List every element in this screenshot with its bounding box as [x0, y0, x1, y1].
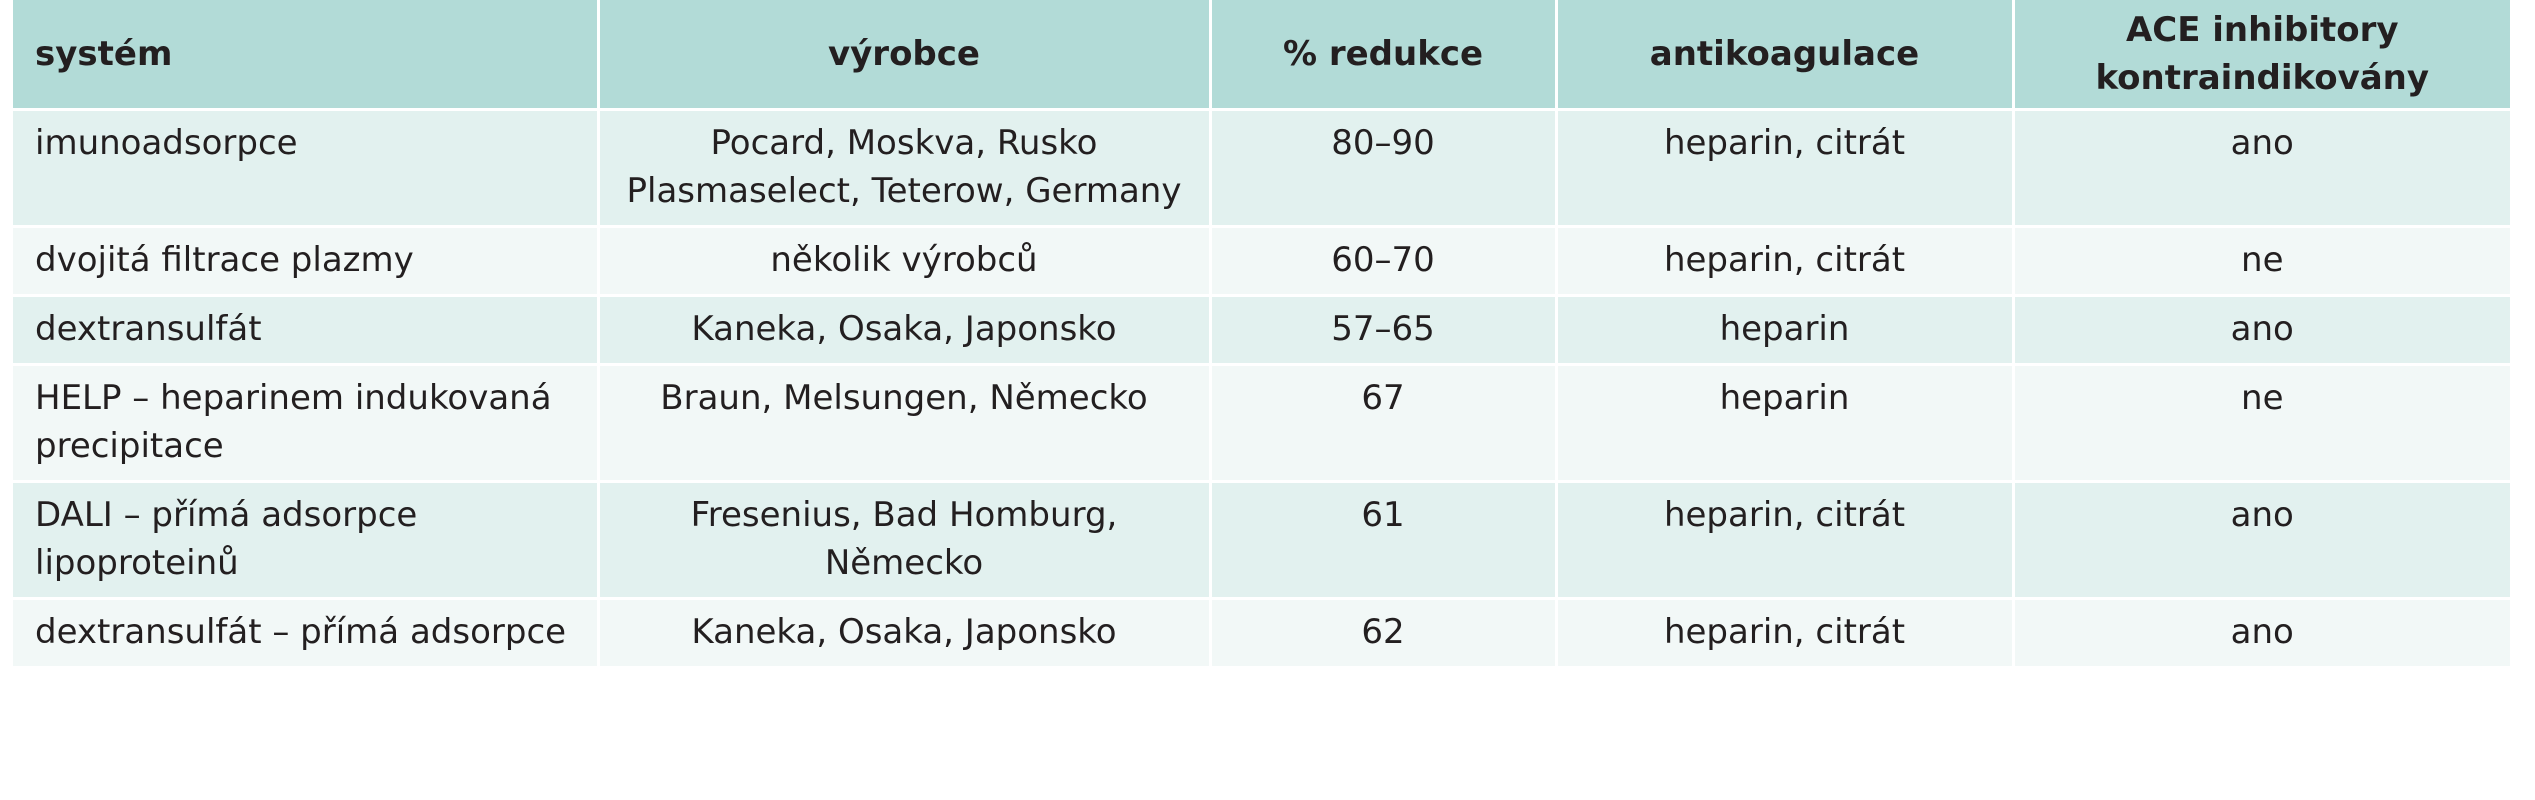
- table-cell: několik výrobců: [598, 226, 1212, 297]
- cell-text: dextransulfát – přímá adsorpce: [35, 612, 567, 652]
- cell-text: heparin, citrát: [1663, 495, 1906, 535]
- table-cell: dextransulfát – přímá adsorpce: [13, 598, 600, 669]
- cell-text: heparin, citrát: [1663, 612, 1906, 652]
- table-header: systém výrobce% redukce antikoagulace ACE i…: [13, 0, 2510, 111]
- table-cell: ano: [2013, 481, 2510, 600]
- table-cell: heparin, citrát: [1556, 226, 2015, 297]
- cell-text: HELP – heparinem indukovaná precipitace: [35, 378, 552, 466]
- cell-text: heparin: [1719, 378, 1850, 418]
- cell-text: několik výrobců: [770, 240, 1038, 280]
- table-row: dvojitá filtrace plazmy několik výrobců 60…: [13, 226, 2510, 297]
- column-header: antikoagulace: [1556, 0, 2015, 111]
- column-header: systém: [13, 0, 600, 111]
- table-cell: dextransulfát: [13, 295, 600, 366]
- table-cell: imunoadsorpce: [13, 109, 600, 228]
- cell-text: 67: [1361, 378, 1405, 418]
- cell-text: Kaneka, Osaka, Japonsko: [691, 309, 1117, 349]
- cell-text: dvojitá filtrace plazmy: [35, 240, 414, 280]
- table-row: dextransulfát – přímá adsorpce Kaneka, Os…: [13, 598, 2510, 669]
- table-row: dextransulfát Kaneka, Osaka, Japonsko 57–6…: [13, 295, 2510, 366]
- table-cell: heparin, citrát: [1556, 481, 2015, 600]
- table-cell: Kaneka, Osaka, Japonsko: [598, 295, 1212, 366]
- table-cell: Pocard, Moskva, Rusko Plasmaselect, Teter…: [598, 109, 1212, 228]
- table-row: DALI – přímá adsorpce lipoproteinů Fresen…: [13, 481, 2510, 600]
- cell-text: ano: [2230, 495, 2294, 535]
- cell-text: heparin: [1719, 309, 1850, 349]
- cell-text: ano: [2230, 309, 2294, 349]
- table-cell: 67: [1210, 364, 1558, 483]
- cell-text: Kaneka, Osaka, Japonsko: [691, 612, 1117, 652]
- cell-text: 80–90: [1331, 123, 1435, 163]
- cell-text: dextransulfát: [35, 309, 262, 349]
- table-cell: ne: [2013, 226, 2510, 297]
- table-cell: Kaneka, Osaka, Japonsko: [598, 598, 1212, 669]
- table-cell: heparin: [1556, 295, 2015, 366]
- cell-text: ano: [2230, 612, 2294, 652]
- table-cell: 80–90: [1210, 109, 1558, 228]
- table-cell: 57–65: [1210, 295, 1558, 366]
- table-cell: ano: [2013, 295, 2510, 366]
- cell-text: heparin, citrát: [1663, 123, 1906, 163]
- column-header: % redukce: [1210, 0, 1558, 111]
- cell-text: DALI – přímá adsorpce lipoproteinů: [35, 495, 418, 583]
- cell-text: ne: [2241, 378, 2284, 418]
- cell-text: 62: [1361, 612, 1405, 652]
- table-cell: ano: [2013, 598, 2510, 669]
- cell-text: ne: [2241, 240, 2284, 280]
- cell-text: Pocard, Moskva, Rusko: [710, 123, 1098, 163]
- cell-text: ano: [2230, 123, 2294, 163]
- header-row: systém výrobce% redukce antikoagulace ACE i…: [13, 0, 2510, 111]
- table-cell: DALI – přímá adsorpce lipoproteinů: [13, 481, 600, 600]
- table-cell: heparin, citrát: [1556, 109, 2015, 228]
- cell-text: imunoadsorpce: [35, 123, 298, 163]
- table-cell: heparin, citrát: [1556, 598, 2015, 669]
- table-row: imunoadsorpce Pocard, Moskva, Rusko Plasma…: [13, 109, 2510, 228]
- table-cell: dvojitá filtrace plazmy: [13, 226, 600, 297]
- column-header: ACE inhibitory kontraindikovány: [2013, 0, 2510, 111]
- table-body: imunoadsorpce Pocard, Moskva, Rusko Plasma…: [13, 109, 2510, 669]
- table-cell: HELP – heparinem indukovaná precipitace: [13, 364, 600, 483]
- column-header: výrobce: [598, 0, 1212, 111]
- table-cell: ne: [2013, 364, 2510, 483]
- cell-text: Plasmaselect, Teterow, Germany: [626, 171, 1182, 211]
- cell-text: Fresenius, Bad Homburg, Německo: [690, 495, 1118, 583]
- cell-text: Braun, Melsungen, Německo: [660, 378, 1148, 418]
- table-cell: heparin: [1556, 364, 2015, 483]
- cell-text: heparin, citrát: [1663, 240, 1906, 280]
- reduction-table: systém výrobce% redukce antikoagulace ACE i…: [13, 0, 2510, 669]
- cell-text: 60–70: [1331, 240, 1435, 280]
- table-cell: 61: [1210, 481, 1558, 600]
- table-cell: 60–70: [1210, 226, 1558, 297]
- cell-text: 57–65: [1331, 309, 1435, 349]
- table-cell: Fresenius, Bad Homburg, Německo: [598, 481, 1212, 600]
- table-cell: 62: [1210, 598, 1558, 669]
- cell-text: 61: [1361, 495, 1405, 535]
- table-cell: Braun, Melsungen, Německo: [598, 364, 1212, 483]
- table-row: HELP – heparinem indukovaná precipitace B…: [13, 364, 2510, 483]
- table-cell: ano: [2013, 109, 2510, 228]
